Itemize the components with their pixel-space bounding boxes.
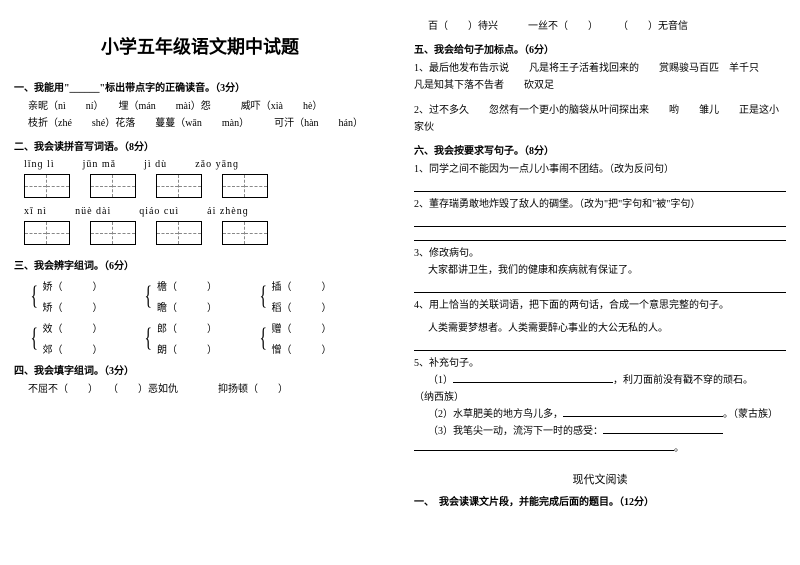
brace-pair: { 赠（ ） 憎（ ） (257, 320, 331, 356)
answer-line (453, 373, 613, 383)
section-6-head: 六、我会按要求写句子。（8分） (414, 142, 786, 157)
s4-line: 不屈不（ ） （ ）恶如仇 抑扬顿（ ） (14, 381, 386, 398)
answer-line (414, 231, 786, 241)
pinyin-cell: jūn mǎ (83, 159, 117, 170)
right-column: 百（ ）待兴 一丝不（ ） （ ）无音信 五、我会给句子加标点。（6分） 1、最… (400, 0, 800, 565)
s6-q5c-tail: 。 (414, 440, 786, 457)
page-title: 小学五年级语文期中试题 (14, 33, 386, 59)
q5c-suf: 。 (674, 443, 684, 454)
s1-item-2: 枝折（zhé shé）花落 蔓蔓（wān màn） 可汗（hàn hán） (14, 115, 386, 132)
s5-q2: 2、过不多久 忽然有一个更小的脑袋从叶间探出来 哟 雏儿 正是这小家伙 (414, 102, 786, 136)
q5b-suf: 。（蒙古族） (723, 409, 778, 420)
answer-line (414, 182, 786, 192)
answer-line (563, 407, 723, 417)
s6-q3b: 大家都讲卫生，我们的健康和疾病就有保证了。 (414, 262, 786, 279)
pinyin-cell: jì dù (144, 159, 167, 170)
char-grid (90, 221, 136, 245)
pinyin-cell: zǎo yānɡ (195, 159, 239, 170)
brace-pair: { 效（ ） 郊（ ） (28, 320, 102, 356)
pinyin-cell: ái zhènɡ (207, 206, 249, 217)
section-1-head: 一、我能用"______"标出带点字的正确读音。（3分） (14, 79, 386, 94)
char-grid (156, 174, 202, 198)
word-choice: 赠（ ） (271, 320, 331, 335)
top-fill-line: 百（ ）待兴 一丝不（ ） （ ）无音信 (414, 18, 786, 35)
section-4-head: 四、我会填字组词。（3分） (14, 362, 386, 377)
grid-row-2 (24, 221, 386, 245)
q5a-pre: （1） (428, 375, 453, 386)
s6-q2: 2、董存瑞勇敢地炸毁了敌人的碉堡。（改为"把"字句和"被"字句） (414, 196, 786, 213)
brace-row-2: { 效（ ） 郊（ ） { 郎（ ） 朗（ ） { 赠（ ） 憎（ ） (28, 320, 386, 356)
pinyin-row-2: xī nì nüè dài qiáo cuì ái zhènɡ (24, 206, 386, 217)
word-choice: 朗（ ） (157, 341, 217, 356)
brace-icon: { (145, 325, 152, 351)
left-column: 小学五年级语文期中试题 一、我能用"______"标出带点字的正确读音。（3分）… (0, 0, 400, 565)
pinyin-cell: xī nì (24, 206, 47, 217)
word-choice: 憎（ ） (271, 341, 331, 356)
char-grid (90, 174, 136, 198)
q5c-pre: （3）我笔尖一动，流泻下一时的感受： (428, 426, 603, 437)
s6-q5c: （3）我笔尖一动，流泻下一时的感受： (414, 423, 786, 440)
word-choice: 插（ ） (271, 278, 331, 293)
answer-line (414, 283, 786, 293)
brace-pair: { 郎（ ） 朗（ ） (142, 320, 216, 356)
brace-row-1: { 娇（ ） 矫（ ） { 檐（ ） 瞻（ ） { 插（ ） 稻（ ） (28, 278, 386, 314)
brace-icon: { (145, 283, 152, 309)
char-grid (24, 174, 70, 198)
word-choice: 娇（ ） (42, 278, 102, 293)
brace-pair: { 檐（ ） 瞻（ ） (142, 278, 216, 314)
brace-pair: { 娇（ ） 矫（ ） (28, 278, 102, 314)
pinyin-row-1: lǐnɡ lì jūn mǎ jì dù zǎo yānɡ (24, 159, 386, 170)
section-3-head: 三、我会辨字组词。（6分） (14, 257, 386, 272)
s5-q1: 1、最后他发布告示说 凡是将王子活着找回来的 赏赐骏马百匹 羊千只 凡是知其下落… (414, 60, 786, 94)
q5a-src: （纳西族） (414, 389, 786, 406)
pinyin-cell: lǐnɡ lì (24, 159, 55, 170)
section-5-head: 五、我会给句子加标点。（6分） (414, 41, 786, 56)
pinyin-cell: qiáo cuì (139, 206, 179, 217)
char-grid (222, 174, 268, 198)
word-choice: 稻（ ） (271, 299, 331, 314)
brace-icon: { (30, 325, 37, 351)
word-choice: 檐（ ） (157, 278, 217, 293)
char-grid (24, 221, 70, 245)
s6-q5h: 5、补充句子。 (414, 355, 786, 372)
q5a-suf: ，利刀面前没有戳不穿的顽石。 (613, 375, 753, 386)
s6-q3h: 3、修改病句。 (414, 245, 786, 262)
word-choice: 瞻（ ） (157, 299, 217, 314)
section-2-head: 二、我会读拼音写词语。（8分） (14, 138, 386, 153)
reading-head: 一、 我会读课文片段，并能完成后面的题目。（12分） (414, 493, 786, 508)
answer-line (414, 217, 786, 227)
s6-q5b: （2）水草肥美的地方鸟儿多， 。（蒙古族） (414, 406, 786, 423)
word-choice: 矫（ ） (42, 299, 102, 314)
s1-item-1: 亲昵（nì ní） 埋（mán mài）怨 威吓（xià hè） (14, 98, 386, 115)
char-grid (156, 221, 202, 245)
char-grid (222, 221, 268, 245)
brace-icon: { (259, 325, 266, 351)
answer-line (414, 441, 674, 451)
s6-q4h: 4、用上恰当的关联词语，把下面的两句话，合成一个意思完整的句子。 (414, 297, 786, 314)
pinyin-cell: nüè dài (75, 206, 111, 217)
answer-line (414, 341, 786, 351)
s6-q1: 1、同学之间不能因为一点儿小事闹不团结。（改为反问句） (414, 161, 786, 178)
brace-pair: { 插（ ） 稻（ ） (257, 278, 331, 314)
word-choice: 效（ ） (42, 320, 102, 335)
answer-line (603, 424, 723, 434)
s6-q4b: 人类需要梦想者。人类需要醉心事业的大公无私的人。 (414, 320, 786, 337)
brace-icon: { (259, 283, 266, 309)
q5b-pre: （2）水草肥美的地方鸟儿多， (428, 409, 563, 420)
word-choice: 郊（ ） (42, 341, 102, 356)
brace-icon: { (30, 283, 37, 309)
word-choice: 郎（ ） (157, 320, 217, 335)
reading-title: 现代文阅读 (414, 471, 786, 487)
s6-q5a: （1） ，利刀面前没有戳不穿的顽石。 (414, 372, 786, 389)
grid-row-1 (24, 174, 386, 198)
